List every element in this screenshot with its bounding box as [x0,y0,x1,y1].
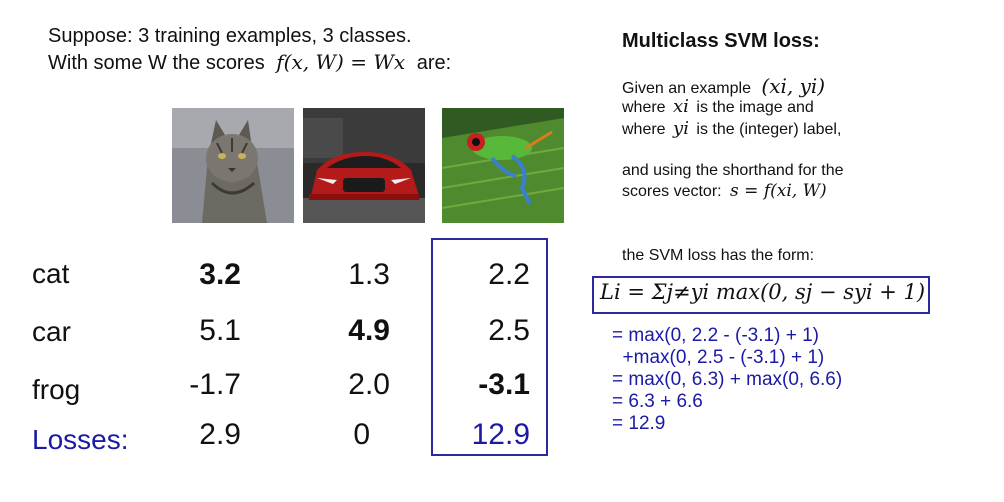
scores-vector-math: s = f(xi, W) [730,181,827,201]
intro-line-1: Suppose: 3 training examples, 3 classes. [48,25,412,47]
xi-math: xi [673,96,689,117]
computation-steps: = max(0, 2.2 - (-3.1) + 1) +max(0, 2.5 -… [612,325,842,435]
scores-vector-prefix: scores vector: [622,183,722,200]
score-cat-frog: -1.7 [189,368,241,401]
frog-photo-icon [442,108,564,223]
image-definition-suffix: is the image and [696,99,814,116]
example-pair-math: (xi, yi) [761,74,826,98]
image-definition-prefix: where [622,99,666,116]
losses-label: Losses: [32,424,129,455]
step-line: = max(0, 6.3) + max(0, 6.6) [612,369,843,390]
svm-form-line: the SVM loss has the form: [622,247,815,264]
given-example-line: Given an example (xi, yi) [622,76,825,99]
class-label-frog: frog [32,374,81,405]
score-frog-frog: -3.1 [478,368,530,401]
frog-column-highlight-box [431,238,548,456]
loss-frog: 12.9 [471,418,530,451]
score-frog-car: 2.5 [488,314,530,347]
scores-vector-line: scores vector: s = f(xi, W) [622,181,827,202]
score-cat-car: 5.1 [199,314,241,347]
score-car-car: 4.9 [348,314,390,347]
car-photo-icon [303,108,425,223]
label-definition-line: where yi is the (integer) label, [622,118,841,140]
image-definition-line: where xi is the image and [622,96,814,118]
score-frog-cat: 2.2 [488,258,530,291]
class-label-car: car [32,316,71,347]
loss-cat: 2.9 [199,418,241,451]
svm-loss-formula-text: Li = Σj≠yi max(0, sj − syi + 1) [600,280,926,304]
intro-line-2-suffix: are: [416,52,452,74]
score-cat-cat: 3.2 [199,258,241,291]
class-label-cat: cat [32,258,70,289]
yi-math: yi [673,118,689,139]
intro-line-2-prefix: With some W the scores [48,52,265,74]
step-line: +max(0, 2.5 - (-3.1) + 1) [612,347,825,368]
label-definition-prefix: where [622,121,666,138]
given-example-text: Given an example [622,80,751,97]
step-line: = max(0, 2.2 - (-3.1) + 1) [612,325,819,346]
score-car-cat: 1.3 [348,258,390,291]
step-line: = 12.9 [612,413,666,434]
scores-formula: f(x, W) = Wx [276,50,406,74]
svm-loss-formula: Li = Σj≠yi max(0, sj − syi + 1) [592,276,930,314]
label-definition-suffix: is the (integer) label, [696,121,842,138]
shorthand-line: and using the shorthand for the [622,162,844,179]
intro-line-2: With some W the scores f(x, W) = Wx are: [48,50,451,75]
loss-car: 0 [353,418,370,451]
step-line: = 6.3 + 6.6 [612,391,703,412]
svm-loss-title: Multiclass SVM loss: [622,30,820,52]
cat-photo-icon [172,108,294,223]
score-car-frog: 2.0 [348,368,390,401]
